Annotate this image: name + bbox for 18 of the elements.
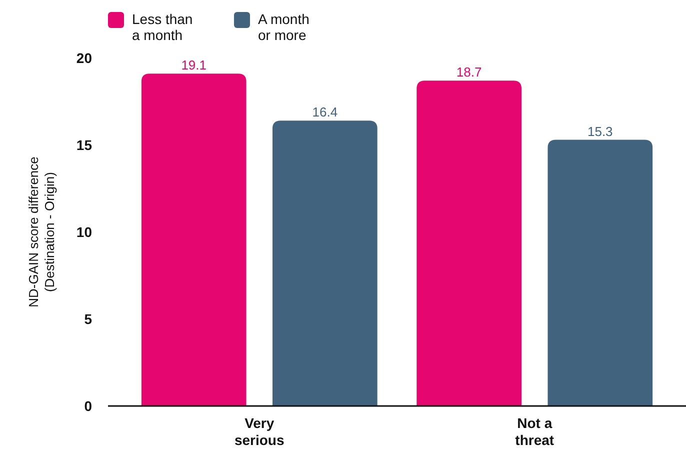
bar [548,140,653,406]
bar [272,120,378,406]
data-label: 18.7 [456,64,482,80]
y-tick-label: 15 [76,137,92,153]
legend-label: Less than a month [132,11,193,43]
x-tick-label: Not a threat [515,415,554,448]
y-tick-label: 20 [76,50,92,66]
data-label: 15.3 [587,124,613,139]
y-tick-label: 10 [76,224,92,240]
x-tick-label: Very serious [234,415,284,448]
data-label: 19.1 [181,58,207,73]
bar [141,74,246,406]
y-axis-title: ND-GAIN score difference (Destination - Origin) [26,156,57,308]
bar [416,80,522,406]
legend-label: A month or more [258,11,310,43]
data-label: 16.4 [312,104,338,120]
y-tick-label: 5 [84,311,92,327]
y-tick-label: 0 [84,398,92,414]
